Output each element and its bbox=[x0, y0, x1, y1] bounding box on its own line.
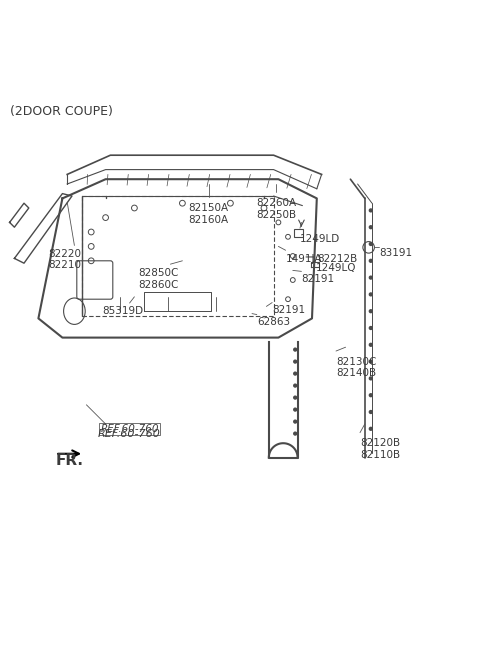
Text: 1249LQ: 1249LQ bbox=[316, 263, 356, 273]
Circle shape bbox=[294, 408, 297, 411]
Circle shape bbox=[369, 243, 372, 245]
Text: 85319D: 85319D bbox=[102, 306, 143, 316]
Circle shape bbox=[369, 427, 372, 430]
Text: REF.60-760: REF.60-760 bbox=[100, 424, 159, 434]
Text: 82130C
82140B: 82130C 82140B bbox=[336, 357, 376, 379]
Circle shape bbox=[294, 372, 297, 375]
Text: 82191: 82191 bbox=[301, 274, 335, 284]
Text: 1491JA: 1491JA bbox=[286, 254, 322, 264]
Circle shape bbox=[294, 420, 297, 423]
Circle shape bbox=[369, 327, 372, 329]
Text: 82260A
82250B: 82260A 82250B bbox=[256, 198, 296, 220]
Circle shape bbox=[369, 293, 372, 296]
Circle shape bbox=[369, 226, 372, 229]
Text: 82850C
82860C: 82850C 82860C bbox=[138, 268, 179, 289]
Text: 82191: 82191 bbox=[272, 305, 305, 315]
Circle shape bbox=[294, 360, 297, 363]
Circle shape bbox=[369, 259, 372, 262]
Text: 82150A
82160A: 82150A 82160A bbox=[189, 203, 229, 225]
Text: FR.: FR. bbox=[55, 453, 83, 468]
Circle shape bbox=[294, 396, 297, 399]
Circle shape bbox=[294, 384, 297, 387]
Text: 83191: 83191 bbox=[379, 248, 412, 258]
Circle shape bbox=[369, 310, 372, 313]
Circle shape bbox=[369, 209, 372, 212]
Circle shape bbox=[294, 348, 297, 351]
Text: 1249LD: 1249LD bbox=[300, 234, 340, 245]
Circle shape bbox=[294, 432, 297, 435]
Circle shape bbox=[369, 343, 372, 346]
Text: 62863: 62863 bbox=[257, 317, 290, 327]
Text: 82120B
82110B: 82120B 82110B bbox=[360, 438, 400, 460]
Text: 82220
82210: 82220 82210 bbox=[48, 249, 81, 270]
Circle shape bbox=[369, 377, 372, 380]
Circle shape bbox=[369, 360, 372, 363]
Text: REF.60-760: REF.60-760 bbox=[98, 429, 161, 439]
Text: (2DOOR COUPE): (2DOOR COUPE) bbox=[10, 105, 112, 118]
Circle shape bbox=[369, 276, 372, 279]
Text: 82212B: 82212B bbox=[317, 254, 357, 264]
Circle shape bbox=[369, 411, 372, 413]
Circle shape bbox=[369, 394, 372, 397]
